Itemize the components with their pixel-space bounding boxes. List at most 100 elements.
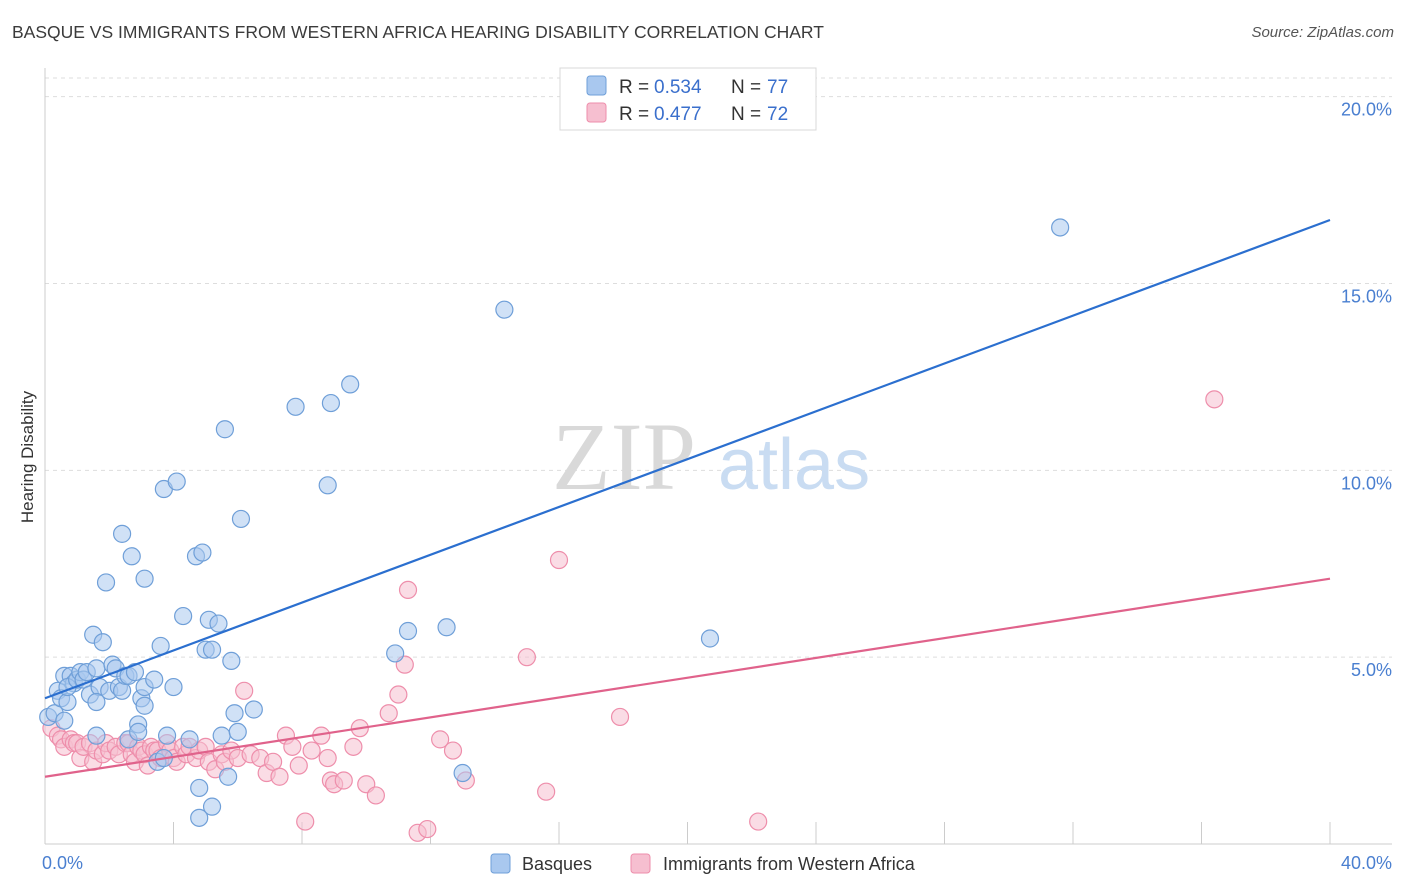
wa-point <box>431 730 450 749</box>
bottom-legend-basques-swatch <box>490 853 511 874</box>
basques-points <box>39 218 1070 827</box>
basques-point <box>212 726 231 745</box>
basques-point <box>286 397 305 416</box>
x-tick-label-start: 0.0% <box>42 853 83 873</box>
y-tick-label: 20.0% <box>1341 100 1392 120</box>
basques-point <box>122 547 141 566</box>
wa-point <box>517 648 536 667</box>
basques-point <box>318 476 337 495</box>
legend-wa-r-label: R = <box>619 104 649 125</box>
basques-point <box>87 726 106 745</box>
bottom-legend-wa-label: Immigrants from Western Africa <box>663 854 916 874</box>
wa-point <box>537 782 556 801</box>
basques-point <box>190 808 209 827</box>
basques-point <box>87 659 106 678</box>
bottom-legend: Basques Immigrants from Western Africa <box>490 853 916 874</box>
trend-lines <box>44 218 1331 778</box>
basques-point <box>174 606 193 626</box>
basques-point <box>129 722 148 742</box>
y-tick-labels: 5.0% 10.0% 15.0% 20.0% <box>1341 100 1392 680</box>
basques-point <box>228 722 247 742</box>
basques-point <box>495 300 514 319</box>
gridlines <box>45 77 1392 658</box>
basques-point <box>321 393 341 413</box>
wa-point <box>443 741 463 760</box>
basques-point <box>164 677 183 697</box>
basques-point <box>219 767 238 786</box>
basques-point <box>87 692 106 712</box>
basques-point <box>215 420 234 439</box>
basques-point <box>145 670 164 689</box>
wa-point <box>263 752 283 771</box>
basques-point <box>209 614 228 633</box>
wa-point <box>235 681 254 700</box>
watermark-atlas: atlas <box>718 425 870 505</box>
basques-point <box>93 633 112 652</box>
watermark-zip: ZIP <box>552 403 696 510</box>
wa-point <box>398 580 418 600</box>
basques-point <box>386 644 405 663</box>
legend-wa-n-label: N = <box>731 104 761 125</box>
wa-point <box>549 550 569 570</box>
basques-point <box>202 640 222 659</box>
wa-point <box>334 771 353 790</box>
basques-point <box>167 472 186 491</box>
wa-point <box>749 812 768 831</box>
basques-point <box>135 569 154 588</box>
basques-point <box>398 621 418 641</box>
legend-basques-n-label: N = <box>731 77 761 98</box>
basques-point <box>225 704 244 723</box>
wa-point <box>270 767 289 786</box>
basques-point <box>222 651 241 671</box>
wa-point <box>610 707 630 727</box>
basques-point <box>180 730 199 749</box>
wa-point <box>379 704 398 723</box>
legend-basques-n-value: 77 <box>767 77 788 98</box>
x-tick-labels: 0.0% 40.0% <box>42 853 1392 873</box>
basques-point <box>112 524 132 543</box>
wa-trend-line <box>44 577 1331 778</box>
y-tick-label: 10.0% <box>1341 473 1392 493</box>
bottom-legend-basques-label: Basques <box>522 854 592 874</box>
basques-point <box>244 700 263 719</box>
basques-point <box>157 726 177 745</box>
wa-point <box>318 748 337 768</box>
legend-wa-r-value: 0.477 <box>654 104 702 125</box>
watermark: ZIP atlas <box>552 403 870 510</box>
wa-point <box>283 737 302 756</box>
basques-point <box>231 509 251 529</box>
wa-point <box>1205 390 1224 409</box>
legend: R = 0.534 N = 77 R = 0.477 N = 72 <box>559 67 817 131</box>
legend-basques-r-value: 0.534 <box>654 77 702 98</box>
legend-basques-r-label: R = <box>619 77 649 98</box>
basques-point <box>55 711 74 730</box>
basques-point <box>125 663 145 682</box>
wa-point <box>344 737 363 756</box>
basques-point <box>96 573 116 592</box>
basques-point <box>341 375 360 394</box>
basques-point <box>700 629 720 648</box>
basques-point <box>135 696 154 715</box>
chart-title: BASQUE VS IMMIGRANTS FROM WESTERN AFRICA… <box>12 22 824 42</box>
y-tick-label: 15.0% <box>1341 287 1392 307</box>
legend-wa-n-value: 72 <box>767 104 788 125</box>
y-tick-label: 5.0% <box>1351 660 1392 680</box>
basques-point <box>193 543 212 562</box>
y-axis-label: Hearing Disability <box>18 390 37 523</box>
basques-point <box>437 618 456 637</box>
legend-basques-swatch <box>586 75 607 96</box>
bottom-legend-wa-swatch <box>630 853 651 874</box>
wa-point <box>366 786 385 805</box>
wa-point <box>418 819 437 839</box>
basques-point <box>453 763 472 783</box>
wa-point <box>289 756 308 775</box>
basques-point <box>190 778 209 798</box>
legend-wa-swatch <box>586 102 607 123</box>
basques-trend-line <box>44 218 1331 700</box>
basques-point <box>202 797 222 816</box>
x-tick-label-end: 40.0% <box>1341 853 1392 873</box>
basques-point <box>1051 218 1070 237</box>
chart-source: Source: ZipAtlas.com <box>1251 24 1394 41</box>
wa-point <box>296 812 315 831</box>
